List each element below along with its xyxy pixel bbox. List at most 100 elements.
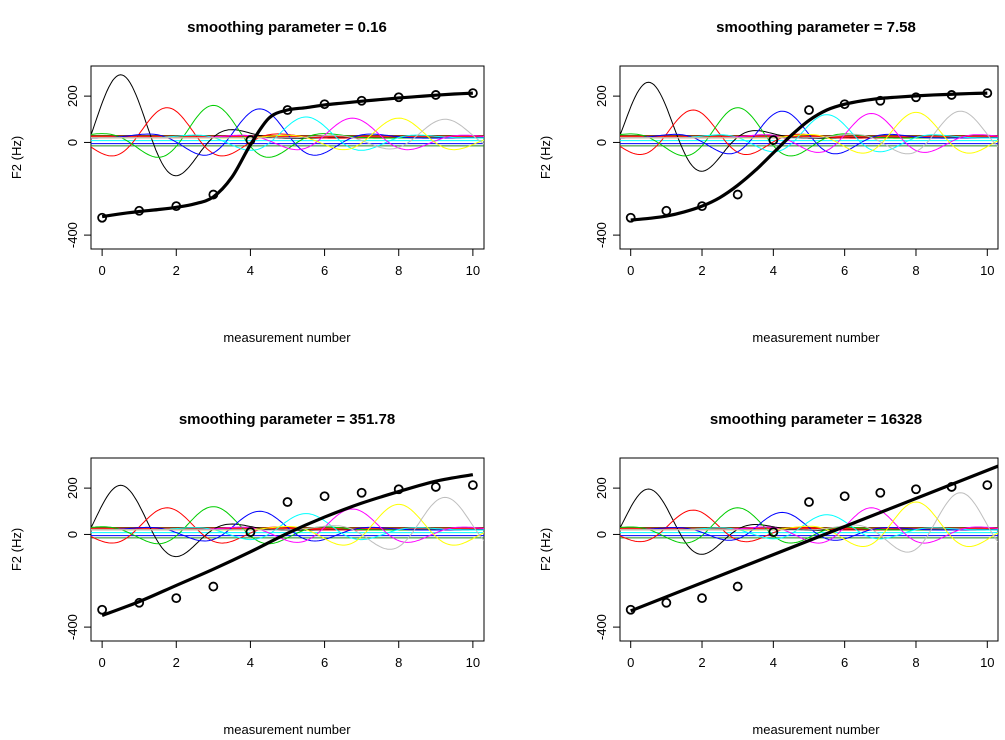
plot-frame bbox=[619, 457, 999, 642]
y-tick-label: 0 bbox=[65, 139, 80, 146]
data-point bbox=[97, 604, 108, 615]
x-tick-label: 4 bbox=[247, 655, 254, 670]
data-point bbox=[661, 205, 672, 216]
x-tick-label: 4 bbox=[770, 263, 777, 278]
data-point bbox=[393, 484, 404, 495]
basis-curve bbox=[91, 74, 484, 177]
x-tick-label: 6 bbox=[841, 655, 848, 670]
basis-curve bbox=[91, 503, 484, 546]
plot-area bbox=[620, 81, 998, 222]
data-point bbox=[768, 527, 779, 538]
data-point bbox=[768, 135, 779, 146]
chart-panel-3: smoothing parameter = 351.78 0 2 4 6 8 10 -400 0… bbox=[9, 411, 485, 737]
data-point bbox=[467, 88, 478, 99]
basis-curve bbox=[91, 496, 484, 550]
data-point bbox=[875, 487, 886, 498]
y-axis-label: F2 (Hz) bbox=[538, 528, 553, 571]
x-tick-label: 6 bbox=[321, 263, 328, 278]
plot-area bbox=[91, 74, 484, 219]
y-tick-label: 200 bbox=[65, 477, 80, 499]
y-axis-label: F2 (Hz) bbox=[538, 136, 553, 179]
chart-title: smoothing parameter = 16328 bbox=[710, 411, 922, 428]
x-tick-label: 8 bbox=[912, 263, 919, 278]
plot-frame bbox=[90, 457, 485, 642]
y-tick-label: 0 bbox=[594, 531, 609, 538]
data-point bbox=[134, 597, 145, 608]
x-tick-label: 8 bbox=[395, 263, 402, 278]
chart-panel-4: smoothing parameter = 16328 0 2 4 6 8 10 -400 0 2… bbox=[538, 411, 999, 737]
basis-curve bbox=[620, 511, 998, 541]
y-axis-label: F2 (Hz) bbox=[9, 136, 24, 179]
y-tick-label: 200 bbox=[65, 85, 80, 107]
basis-curve bbox=[91, 118, 484, 150]
data-point bbox=[804, 105, 814, 115]
data-point bbox=[625, 212, 636, 223]
data-point bbox=[282, 497, 293, 507]
data-point bbox=[134, 205, 145, 216]
chart-panel-1: smoothing parameter = 0.16 0 2 4 6 8 10 -400 0 20… bbox=[9, 19, 485, 345]
smoothed-fit-line bbox=[101, 91, 473, 219]
data-point bbox=[697, 593, 707, 604]
data-point bbox=[982, 480, 993, 491]
data-point bbox=[946, 482, 957, 492]
data-point bbox=[732, 189, 743, 200]
data-point bbox=[875, 95, 886, 106]
data-point bbox=[245, 135, 256, 146]
x-tick-label: 2 bbox=[173, 263, 180, 278]
plot-frame bbox=[90, 65, 485, 250]
x-tick-label: 10 bbox=[980, 263, 994, 278]
x-tick-label: 10 bbox=[980, 655, 994, 670]
data-point bbox=[208, 189, 219, 200]
smoothed-fit-line bbox=[101, 473, 474, 618]
x-axis-label: measurement number bbox=[752, 722, 880, 737]
x-tick-label: 0 bbox=[99, 655, 106, 670]
data-point bbox=[982, 88, 993, 99]
x-axis-label: measurement number bbox=[752, 330, 880, 345]
y-tick-label: -400 bbox=[594, 222, 609, 248]
basis-curve bbox=[620, 107, 998, 157]
x-tick-label: 2 bbox=[173, 655, 180, 670]
data-point bbox=[839, 99, 850, 110]
basis-curve bbox=[620, 110, 998, 155]
x-tick-label: 0 bbox=[99, 263, 106, 278]
x-tick-label: 4 bbox=[247, 263, 254, 278]
x-tick-label: 0 bbox=[627, 263, 634, 278]
x-tick-label: 0 bbox=[627, 655, 634, 670]
data-point bbox=[625, 604, 636, 615]
data-point bbox=[804, 497, 814, 507]
y-tick-label: 0 bbox=[594, 139, 609, 146]
smoothed-fit-line bbox=[630, 91, 988, 222]
y-tick-label: 200 bbox=[594, 85, 609, 107]
x-tick-label: 8 bbox=[395, 655, 402, 670]
chart-panel-2: smoothing parameter = 7.58 0 2 4 6 8 10 -400 0 20… bbox=[538, 19, 999, 345]
y-tick-label: 200 bbox=[594, 477, 609, 499]
data-point bbox=[282, 105, 293, 115]
x-tick-label: 6 bbox=[321, 655, 328, 670]
data-point bbox=[467, 480, 478, 491]
data-point bbox=[356, 95, 367, 106]
y-tick-label: -400 bbox=[594, 614, 609, 640]
chart-title: smoothing parameter = 7.58 bbox=[716, 19, 916, 36]
data-point bbox=[319, 491, 330, 502]
chart-title: smoothing parameter = 351.78 bbox=[179, 411, 395, 428]
x-tick-label: 6 bbox=[841, 263, 848, 278]
basis-curve bbox=[620, 492, 998, 553]
data-point bbox=[393, 92, 404, 103]
data-point bbox=[661, 597, 672, 608]
y-tick-label: 0 bbox=[65, 531, 80, 538]
x-tick-label: 10 bbox=[466, 263, 480, 278]
data-point bbox=[319, 99, 330, 110]
data-point bbox=[839, 491, 850, 502]
data-point bbox=[430, 90, 441, 100]
data-point bbox=[356, 487, 367, 498]
x-tick-label: 2 bbox=[698, 655, 705, 670]
data-point bbox=[697, 201, 707, 212]
x-tick-label: 2 bbox=[698, 263, 705, 278]
plot-area bbox=[91, 473, 484, 618]
y-axis-label: F2 (Hz) bbox=[9, 528, 24, 571]
data-point bbox=[97, 212, 108, 223]
x-axis-label: measurement number bbox=[223, 330, 351, 345]
data-point bbox=[171, 593, 182, 604]
plot-area bbox=[620, 464, 998, 613]
